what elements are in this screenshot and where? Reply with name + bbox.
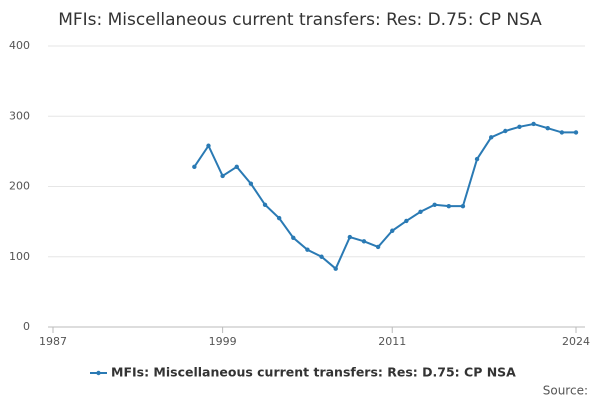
y-tick-label: 400 (9, 39, 30, 52)
line (193, 122, 576, 271)
point (418, 209, 423, 214)
y-tick-label: 0 (23, 320, 30, 333)
point (432, 202, 437, 207)
point (276, 215, 282, 221)
point (248, 181, 254, 186)
point (192, 164, 197, 170)
point (220, 173, 225, 179)
point (503, 128, 508, 134)
point (404, 218, 409, 224)
point (390, 228, 395, 233)
point (305, 247, 310, 252)
chart-title: MFIs: Miscellaneous current transfers: R… (58, 10, 542, 30)
x-tick-label: 2011 (378, 335, 406, 348)
x-tick-label: 1987 (39, 335, 67, 348)
source: Source: (543, 384, 588, 398)
point (375, 244, 381, 250)
point (559, 130, 565, 135)
legend-marker (96, 370, 101, 376)
y-tick-label: 100 (9, 250, 30, 263)
point (545, 125, 550, 131)
point (361, 239, 367, 244)
point (319, 254, 324, 259)
point (474, 156, 480, 162)
point (573, 130, 579, 135)
x-tick-label: 1999 (209, 335, 237, 348)
y-tick-label: 300 (9, 109, 30, 122)
point (488, 135, 494, 140)
point (446, 203, 451, 209)
point (347, 234, 353, 240)
point (262, 202, 268, 207)
legend-label: MFIs: Miscellaneous current transfers: R… (111, 365, 516, 380)
point (234, 164, 239, 170)
y-tick-label: 200 (9, 180, 30, 193)
point (291, 235, 296, 240)
point (333, 266, 338, 271)
point (460, 203, 466, 209)
point (531, 121, 536, 127)
point (517, 124, 522, 129)
point (206, 143, 211, 148)
x-tick-label: 2024 (562, 335, 590, 348)
